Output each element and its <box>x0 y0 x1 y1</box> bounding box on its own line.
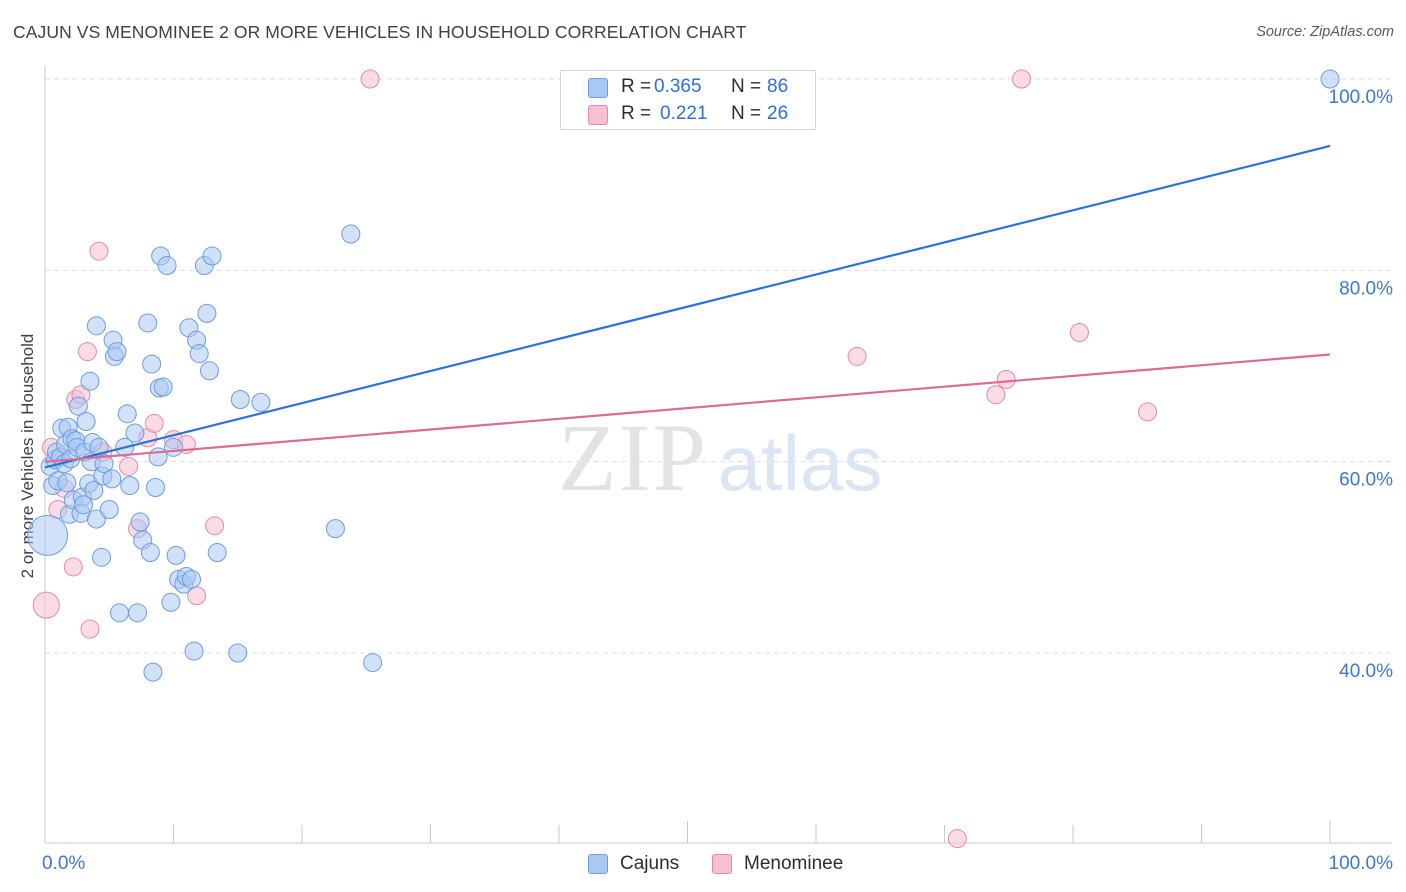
data-point <box>144 413 164 433</box>
data-point <box>947 829 967 849</box>
data-point <box>125 423 145 443</box>
n-label: N = <box>731 103 762 124</box>
data-point <box>119 456 139 476</box>
data-point <box>157 256 177 276</box>
data-point <box>360 69 380 89</box>
watermark: ZIP atlas <box>558 404 882 511</box>
data-point <box>181 569 201 589</box>
data-point <box>986 385 1006 405</box>
data-point <box>76 411 96 431</box>
data-point <box>228 643 248 663</box>
r-label: R = <box>621 76 652 97</box>
legend-menominee-swatch <box>712 854 732 874</box>
data-point <box>230 389 250 409</box>
cajun-swatch <box>588 78 608 98</box>
menominee-r-value: 0.221 <box>660 103 708 124</box>
data-point <box>197 303 217 323</box>
data-point <box>84 480 104 500</box>
chart-title: CAJUN VS MENOMINEE 2 OR MORE VEHICLES IN… <box>13 22 747 42</box>
y-tick-label: 40.0% <box>1339 661 1393 682</box>
data-point <box>57 473 77 493</box>
data-point <box>117 404 137 424</box>
x-tick-label: 100.0% <box>1329 853 1394 874</box>
data-point <box>140 543 160 563</box>
data-point <box>205 516 225 536</box>
data-point <box>102 469 122 489</box>
r-label: R = <box>621 103 652 124</box>
data-point <box>86 316 106 336</box>
data-point <box>32 591 60 619</box>
watermark-atlas: atlas <box>718 419 883 507</box>
data-point <box>99 500 119 519</box>
data-point <box>143 662 163 682</box>
trend-lines <box>44 144 1331 469</box>
data-point <box>207 543 227 563</box>
data-point <box>89 241 109 261</box>
data-point <box>63 557 83 577</box>
menominee-swatch <box>588 105 608 125</box>
data-point <box>161 592 181 612</box>
menominee-n-value: 26 <box>767 103 789 124</box>
data-point <box>184 641 204 661</box>
data-point <box>130 512 150 532</box>
watermark-zip: ZIP <box>558 404 708 511</box>
tick-labels: 100.0% 80.0% 60.0% 40.0% 0.0% 100.0% <box>42 87 1393 874</box>
data-point <box>325 519 345 539</box>
data-point <box>164 437 183 457</box>
data-point <box>996 369 1016 389</box>
n-label: N = <box>731 76 762 97</box>
legend-cajun-swatch <box>588 854 608 874</box>
menominee-trend-line <box>44 353 1331 463</box>
data-point <box>1138 402 1158 422</box>
data-point <box>92 547 112 567</box>
legend-cajun-label: Cajuns <box>620 853 680 874</box>
data-point <box>138 313 158 333</box>
data-point <box>142 354 162 374</box>
y-tick-label: 80.0% <box>1339 278 1393 299</box>
data-point <box>107 342 127 362</box>
data-point <box>166 545 186 565</box>
data-point <box>74 495 94 515</box>
cajun-trend-line <box>44 144 1331 469</box>
legend-menominee-label: Menominee <box>744 853 844 874</box>
data-point <box>80 619 100 639</box>
cajun-n-value: 86 <box>767 76 789 97</box>
source-credit: Source: ZipAtlas.com <box>1256 24 1394 40</box>
data-point <box>251 392 271 412</box>
data-point <box>202 246 222 266</box>
data-point <box>199 361 219 381</box>
data-point <box>80 371 100 391</box>
data-point <box>110 603 130 623</box>
data-point <box>128 603 148 623</box>
data-point <box>1069 323 1089 343</box>
data-point <box>68 396 88 416</box>
cajun-r-value: 0.365 <box>654 76 702 97</box>
data-point <box>1012 69 1032 89</box>
data-point <box>341 224 361 244</box>
data-point <box>1320 69 1340 89</box>
data-point <box>27 514 69 556</box>
data-point <box>120 476 140 496</box>
data-point <box>189 344 209 364</box>
cajun-points <box>27 69 1340 682</box>
data-point <box>148 447 168 467</box>
y-tick-label: 60.0% <box>1339 470 1393 491</box>
data-point <box>153 377 173 397</box>
data-point <box>847 346 867 366</box>
data-point <box>94 454 114 474</box>
correlation-stats-box: R = 0.365 N = 86 R = 0.221 N = 26 <box>560 70 816 130</box>
data-point <box>86 509 106 529</box>
data-point <box>363 653 383 673</box>
data-point <box>146 477 166 497</box>
data-point <box>77 342 97 362</box>
axis-ticks <box>44 66 1392 844</box>
y-tick-label: 100.0% <box>1329 87 1394 108</box>
x-tick-label: 0.0% <box>42 853 85 874</box>
